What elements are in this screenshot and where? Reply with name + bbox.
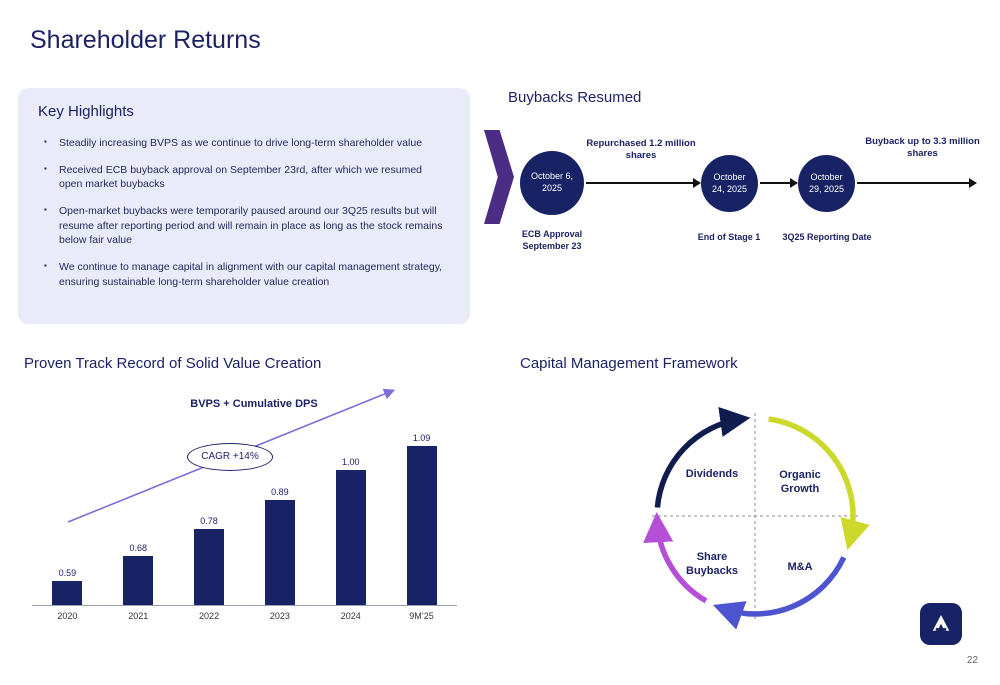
timeline-node-2-date: October 24, 2025: [711, 171, 748, 194]
bar-value-label: 1.00: [341, 457, 360, 467]
arc-top-right: [768, 416, 870, 551]
timeline-node-3: October 29, 2025: [798, 155, 855, 212]
quadrant-organic-growth: Organic Growth: [779, 469, 821, 496]
bar: [194, 529, 225, 605]
timeline-node-3-date: October 29, 2025: [808, 171, 845, 194]
timeline-node-1-caption: ECB Approval September 23: [521, 229, 583, 252]
slide-title: Shareholder Returns: [30, 26, 261, 54]
timeline-arrow-1-icon: [586, 178, 701, 188]
bar-column: 0.78: [179, 516, 239, 605]
key-highlight-bullet: Received ECB buyback approval on Septemb…: [44, 163, 446, 192]
arc-bottom-left: [643, 512, 708, 604]
bar-column: 0.59: [37, 568, 97, 605]
quadrant-dividends: Dividends: [685, 468, 739, 480]
quadrant-ma: M&A: [787, 561, 813, 573]
bar-value-label: 0.68: [129, 543, 147, 553]
value-creation-section-title: Proven Track Record of Solid Value Creat…: [24, 355, 322, 372]
quadrant-share-buybacks: Share Buybacks: [686, 551, 738, 578]
bar-value-label: 0.89: [271, 487, 289, 497]
timeline-node-3-caption: 3Q25 Reporting Date: [782, 232, 872, 242]
timeline-start-chevron-icon: [484, 130, 514, 224]
timeline-node-1-date: October 6, 2025: [530, 171, 574, 193]
arc-bottom-right: [712, 556, 847, 630]
bar: [264, 500, 295, 605]
page-number: 22: [966, 655, 978, 666]
bar-category-label: 9M’25: [409, 611, 434, 621]
timeline-arrow-1-label: Repurchased 1.2 million shares: [586, 138, 696, 162]
bar-category-label: 2021: [128, 611, 149, 621]
bar-column: 0.89: [250, 487, 310, 605]
company-logo-icon: [932, 615, 950, 631]
key-highlights-list: Steadily increasing BVPS as we continue …: [38, 136, 450, 290]
bar-category-label: 2023: [269, 611, 290, 621]
bar-value-label: 1.09: [412, 433, 431, 443]
bar: [335, 470, 366, 605]
bar-value-label: 0.78: [200, 516, 218, 526]
x-axis-line: [32, 605, 457, 606]
bar: [52, 581, 83, 605]
bar-category-label: 2022: [199, 611, 220, 621]
timeline-arrow-3-label: Buyback up to 3.3 million shares: [865, 136, 980, 160]
capital-framework-diagram: Dividends Organic Growth Share Buybacks …: [620, 378, 890, 658]
timeline-node-2: October 24, 2025: [701, 155, 758, 212]
buybacks-section-title: Buybacks Resumed: [508, 89, 642, 106]
framework-cycle-icon: [643, 406, 870, 630]
cagr-annotation: CAGR +14%: [187, 443, 273, 471]
capital-framework-section-title: Capital Management Framework: [520, 355, 738, 372]
timeline-node-1: October 6, 2025: [520, 151, 584, 215]
key-highlight-bullet: Open-market buybacks were temporarily pa…: [44, 204, 446, 248]
bar-chart-bars: 0.59 0.68 0.78 0.89 1.00 1.09: [32, 385, 457, 605]
timeline-arrow-3-icon: [857, 178, 977, 188]
key-highlights-title: Key Highlights: [38, 103, 134, 120]
bar-category-label: 2024: [340, 611, 361, 621]
key-highlights-panel: Key Highlights Steadily increasing BVPS …: [18, 88, 470, 324]
bar: [123, 556, 154, 605]
bar: [406, 446, 437, 605]
bar-chart-categories: 2020 2021 2022 2023 2024 9M’25: [32, 611, 457, 621]
timeline-arrow-2-icon: [760, 178, 798, 188]
key-highlight-bullet: We continue to manage capital in alignme…: [44, 260, 446, 289]
buybacks-timeline: October 6, 2025 Repurchased 1.2 million …: [480, 118, 995, 273]
key-highlight-bullet: Steadily increasing BVPS as we continue …: [44, 136, 446, 151]
bar-column: 1.00: [321, 457, 381, 605]
bar-category-label: 2020: [57, 611, 78, 621]
bar-value-label: 0.59: [58, 568, 77, 578]
bar-column: 0.68: [108, 543, 168, 605]
timeline-node-2-caption: End of Stage 1: [697, 232, 761, 242]
arc-top-left: [654, 406, 751, 508]
chart-title: BVPS + Cumulative DPS: [190, 398, 318, 410]
bar-column: 1.09: [392, 433, 452, 605]
company-logo: [920, 603, 962, 645]
bvps-bar-chart: BVPS + Cumulative DPS CAGR +14% 0.59 0.68…: [24, 385, 469, 645]
